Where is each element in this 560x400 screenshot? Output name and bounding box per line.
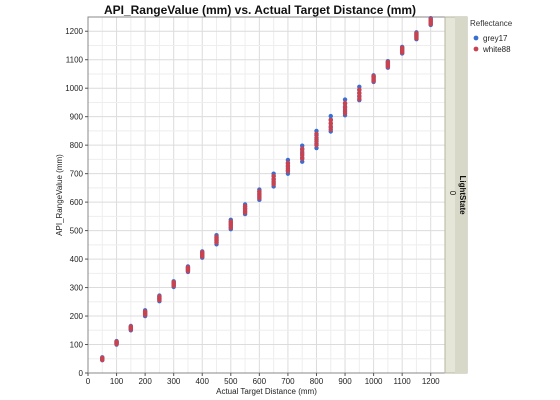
data-point-white88 [314, 139, 319, 144]
data-point-white88 [300, 146, 305, 151]
legend-items: grey17 white88 [473, 34, 511, 54]
data-point-white88 [100, 355, 105, 361]
data-point-white88 [385, 59, 391, 65]
data-point-white88 [185, 265, 191, 270]
y-tick-label: 100 [70, 341, 84, 350]
data-point-white88 [285, 160, 291, 166]
y-tick-label: 900 [70, 113, 84, 122]
data-point-white88 [271, 173, 276, 179]
data-point-white88 [357, 93, 362, 99]
facet-strip-panel [455, 17, 467, 373]
facet-strip: LightState 0 [444, 16, 468, 374]
data-point-white88 [328, 127, 333, 132]
data-point-white88 [399, 45, 405, 50]
x-tick-label: 300 [167, 377, 181, 386]
data-point-white88 [328, 121, 333, 126]
x-tick-label: 900 [338, 377, 352, 386]
y-axis-label: API_RangeValue (mm) [55, 154, 64, 236]
data-point-white88 [414, 31, 419, 36]
x-tick-label: 100 [110, 377, 124, 386]
y-tick-label: 400 [70, 255, 84, 264]
facet-label: LightState [458, 175, 467, 215]
legend-label-grey17: grey17 [483, 34, 508, 43]
data-point-white88 [300, 156, 305, 162]
x-tick-label: 500 [224, 377, 238, 386]
data-point-white88 [128, 324, 134, 329]
y-tick-label: 800 [70, 141, 84, 150]
data-point-white88 [300, 153, 305, 158]
legend-marker-grey17 [473, 35, 479, 41]
y-tick-label: 300 [70, 284, 84, 293]
y-tick-label: 700 [70, 170, 84, 179]
data-point-white88 [357, 87, 362, 92]
data-point-white88 [314, 142, 319, 148]
y-tick-label: 1000 [65, 84, 83, 93]
x-tick-label: 600 [253, 377, 267, 386]
data-point-white88 [114, 339, 119, 344]
data-point-grey17 [342, 97, 348, 102]
data-point-white88 [200, 250, 205, 255]
x-tick-label: 200 [138, 377, 152, 386]
data-point-white88 [342, 111, 348, 116]
legend: Reflectance grey17 white88 [470, 19, 513, 54]
x-axis-label: Actual Target Distance (mm) [216, 387, 317, 396]
x-tick-label: 1000 [365, 377, 383, 386]
data-point-white88 [342, 100, 348, 106]
data-point-white88 [328, 117, 333, 123]
data-point-white88 [171, 279, 176, 285]
data-point-white88 [314, 135, 319, 140]
data-point-white88 [342, 104, 348, 109]
legend-title: Reflectance [470, 19, 513, 28]
chart-title: API_RangeValue (mm) vs. Actual Target Di… [104, 3, 416, 17]
facet-value: 0 [448, 191, 457, 196]
grid [88, 17, 445, 373]
x-tick-label: 1200 [422, 377, 440, 386]
data-point-white88 [314, 131, 319, 136]
legend-label-white88: white88 [482, 45, 511, 54]
data-points [100, 15, 433, 363]
y-tick-label: 600 [70, 198, 84, 207]
data-point-white88 [342, 107, 348, 113]
data-point-white88 [357, 96, 362, 102]
x-tick-label: 700 [281, 377, 295, 386]
x-tick-label: 1100 [394, 377, 412, 386]
y-tick-label: 1200 [65, 27, 83, 36]
data-point-white88 [214, 234, 219, 240]
data-point-white88 [257, 189, 262, 194]
data-point-white88 [142, 309, 148, 314]
y-tick-label: 0 [79, 369, 84, 378]
data-point-white88 [428, 16, 433, 22]
data-point-grey17 [328, 113, 333, 119]
y-tick-label: 500 [70, 227, 84, 236]
data-point-white88 [357, 90, 362, 95]
legend-marker-white88 [473, 46, 479, 52]
data-point-white88 [157, 294, 162, 299]
data-point-white88 [300, 149, 305, 155]
data-point-white88 [371, 74, 376, 79]
data-point-white88 [242, 203, 248, 209]
x-tick-label: 800 [310, 377, 324, 386]
data-point-white88 [228, 219, 233, 224]
y-tick-label: 1100 [66, 56, 84, 65]
x-tick-label: 0 [86, 377, 91, 386]
plot-frame [87, 16, 446, 374]
x-tick-label: 400 [196, 377, 210, 386]
y-tick-label: 200 [70, 312, 84, 321]
axis-ticks: 0 100 200 300 400 500 600 700 800 900 1000 1100 1200… [65, 27, 440, 386]
data-point-white88 [328, 124, 333, 129]
